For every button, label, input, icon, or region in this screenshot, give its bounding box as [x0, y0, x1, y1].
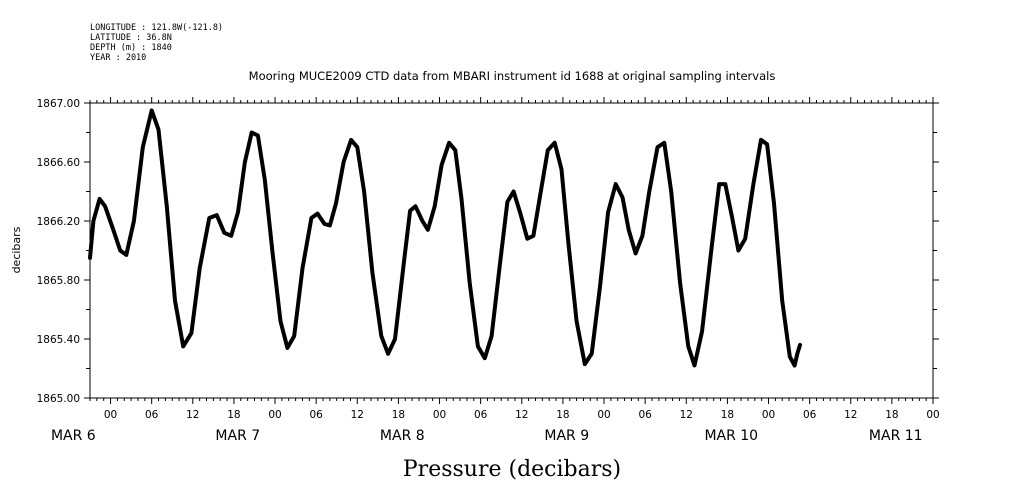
series-layer — [88, 108, 802, 368]
y-tick-label: 1867.00 — [37, 98, 80, 110]
x-tick-label: 00 — [433, 409, 446, 421]
y-tick-label: 1866.60 — [37, 157, 80, 169]
day-label: MAR 11 — [869, 428, 923, 444]
day-label: MAR 7 — [215, 428, 260, 444]
x-tick-label: 12 — [351, 409, 364, 421]
x-tick-label: 06 — [474, 409, 488, 421]
x-tick-label: 18 — [227, 409, 240, 421]
x-tick-label: 00 — [762, 409, 775, 421]
x-tick-label: 00 — [104, 409, 117, 421]
y-ticks — [84, 102, 939, 399]
series-line — [88, 108, 802, 368]
day-label: MAR 6 — [51, 428, 96, 444]
x-tick-label: 12 — [186, 409, 199, 421]
y-tick-label: 1865.40 — [37, 334, 80, 346]
header-info: LONGITUDE : 121.8W(-121.8) LATITUDE : 36… — [90, 23, 223, 63]
day-label: MAR 10 — [704, 428, 758, 444]
x-tick-label: 06 — [638, 409, 652, 421]
x-tick-label: 00 — [926, 409, 939, 421]
x-axis-label: Pressure (decibars) — [403, 457, 621, 482]
year-text: YEAR : 2010 — [90, 53, 146, 63]
x-tick-label: 18 — [721, 409, 734, 421]
latitude-text: LATITUDE : 36.8N — [90, 33, 172, 43]
x-tick-label: 18 — [392, 409, 405, 421]
plot-frame — [89, 102, 934, 399]
day-label: MAR 8 — [380, 428, 425, 444]
x-tick-label: 12 — [844, 409, 857, 421]
x-tick-label: 18 — [885, 409, 898, 421]
x-ticks — [89, 97, 934, 404]
day-labels: MAR 6 MAR 7 MAR 8 MAR 9 MAR 10 MAR 11 — [51, 428, 923, 444]
y-tick-label: 1866.20 — [37, 216, 80, 228]
y-tick-label: 1865.00 — [37, 393, 80, 405]
x-tick-label: 12 — [515, 409, 528, 421]
x-tick-label: 00 — [268, 409, 281, 421]
y-tick-label: 1865.80 — [37, 275, 80, 287]
y-tick-labels: 1867.00 1866.60 1866.20 1865.80 1865.40 1865.… — [37, 98, 80, 405]
x-tick-label: 06 — [145, 409, 159, 421]
x-tick-labels: 00 06 12 18 00 06 12 18 00 06 12 18 00 06 12 18 00 06 12 18… — [104, 409, 940, 421]
day-label: MAR 9 — [544, 428, 589, 444]
chart-title: Mooring MUCE2009 CTD data from MBARI ins… — [249, 69, 776, 83]
x-tick-label: 12 — [680, 409, 693, 421]
x-tick-label: 06 — [803, 409, 817, 421]
x-tick-label: 06 — [309, 409, 323, 421]
x-tick-label: 18 — [556, 409, 569, 421]
x-tick-label: 00 — [597, 409, 610, 421]
depth-text: DEPTH (m) : 1840 — [90, 43, 172, 53]
y-axis-label: decibars — [10, 226, 23, 273]
longitude-text: LONGITUDE : 121.8W(-121.8) — [90, 23, 223, 33]
